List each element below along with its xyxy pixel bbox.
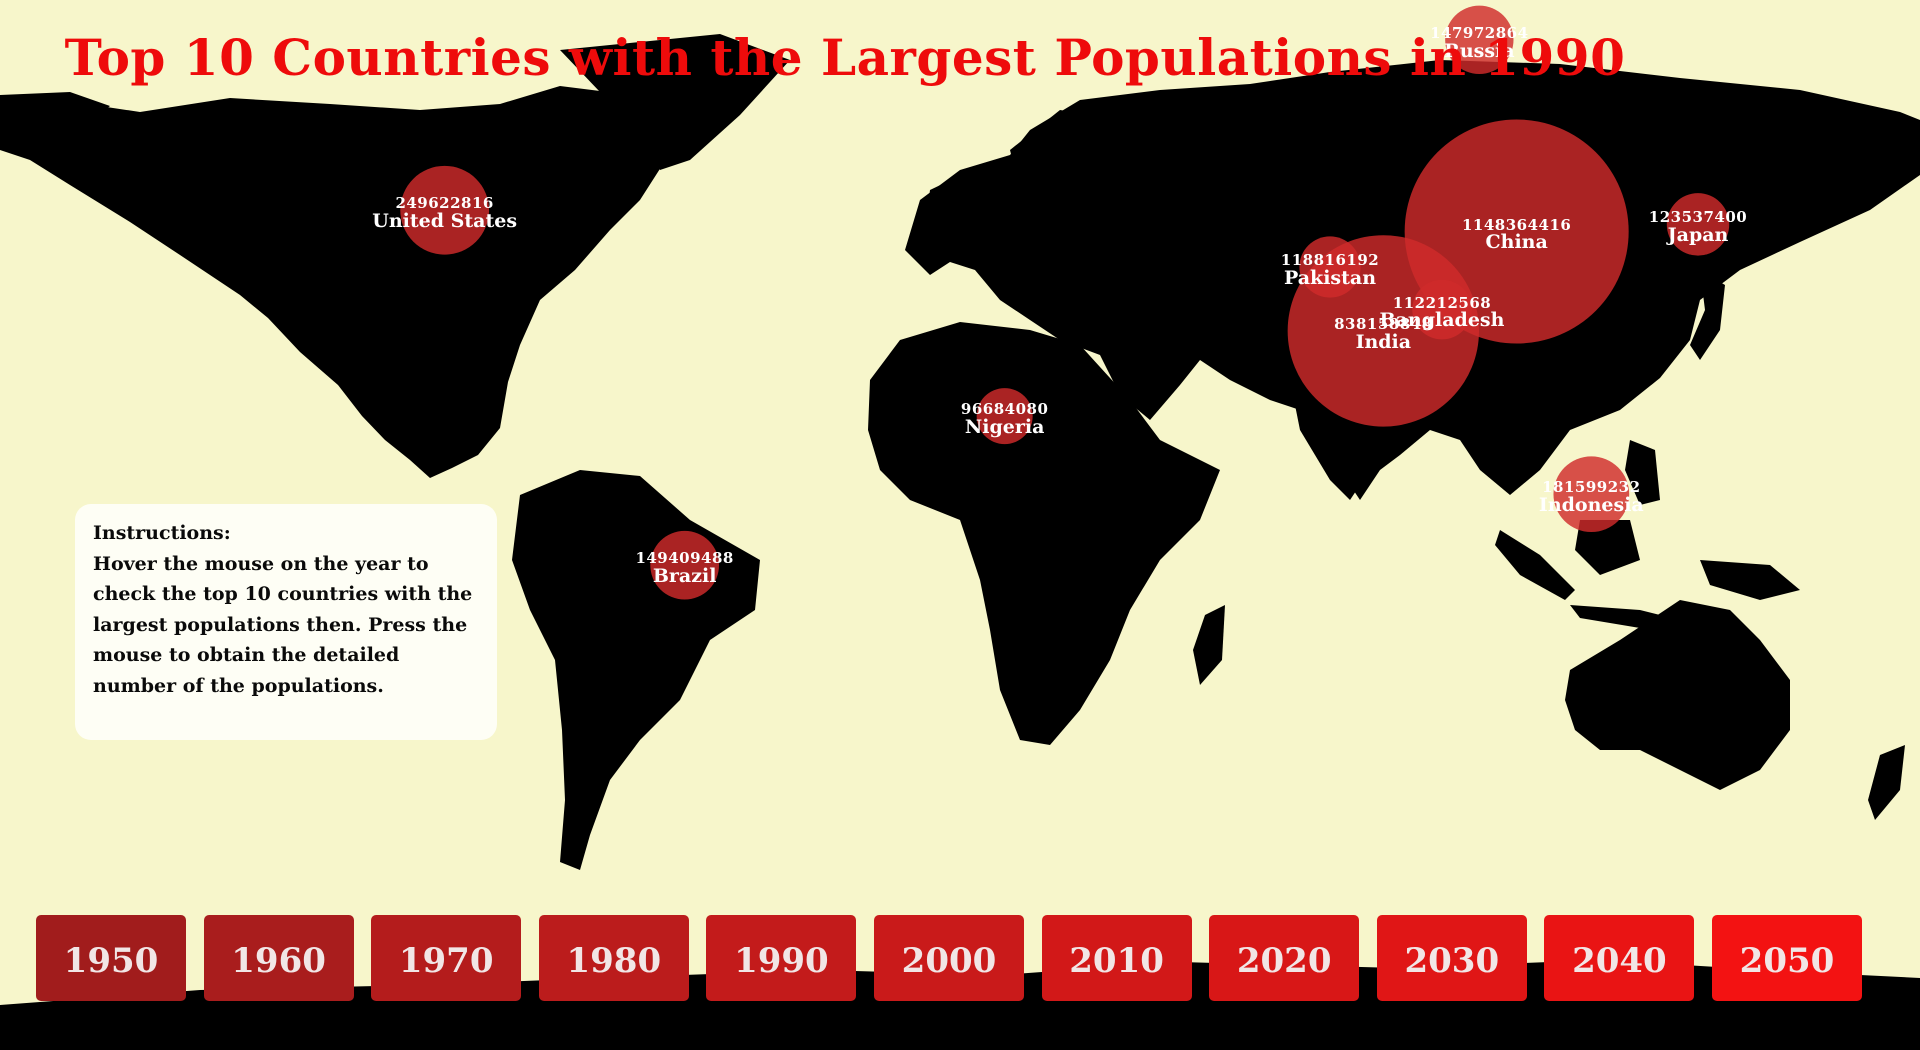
philippines-landmass bbox=[1625, 440, 1660, 505]
year-button-2030[interactable]: 2030 bbox=[1376, 915, 1527, 1001]
instructions-panel: Instructions: Hover the mouse on the yea… bbox=[75, 504, 497, 740]
japan-landmass bbox=[1690, 270, 1725, 360]
population-value: 249622816 bbox=[395, 194, 494, 213]
page-title: Top 10 Countries with the Largest Popula… bbox=[64, 28, 1626, 87]
new-guinea-landmass bbox=[1700, 560, 1800, 600]
year-button-1990[interactable]: 1990 bbox=[706, 915, 857, 1001]
population-value: 123537400 bbox=[1648, 208, 1748, 227]
year-button-1970[interactable]: 1970 bbox=[371, 915, 522, 1001]
year-button-2050[interactable]: 2050 bbox=[1712, 915, 1862, 1001]
bubble-label-russia: 147972864 Russia bbox=[1430, 23, 1529, 62]
country-name: China bbox=[1485, 231, 1548, 254]
uk-landmass bbox=[925, 178, 962, 240]
country-name: Russia bbox=[1444, 39, 1515, 62]
bubble-japan[interactable] bbox=[1666, 193, 1730, 256]
bubble-label-japan: 123537400 Japan bbox=[1649, 210, 1747, 246]
bubble-label-united-states: 249622816 United States bbox=[372, 194, 518, 232]
australia-landmass bbox=[1565, 600, 1790, 790]
country-name: Brazil bbox=[652, 564, 717, 587]
year-button-2010[interactable]: 2010 bbox=[1041, 915, 1192, 1001]
year-button-1950[interactable]: 1950 bbox=[36, 915, 186, 1001]
year-button-1980[interactable]: 1980 bbox=[538, 915, 689, 1001]
bubble-russia[interactable] bbox=[1445, 5, 1514, 74]
borneo-landmass bbox=[1575, 520, 1640, 575]
year-button-1960[interactable]: 1960 bbox=[203, 915, 354, 1001]
population-value: 1148364416 bbox=[1461, 215, 1572, 234]
population-value: 181599232 bbox=[1542, 478, 1641, 497]
country-name: Bangladesh bbox=[1379, 309, 1505, 332]
country-name: Japan bbox=[1667, 224, 1729, 247]
bubble-label-brazil: 149409488 Brazil bbox=[635, 549, 734, 587]
bubble-label-pakistan: 118816192 Pakistan bbox=[1280, 251, 1380, 289]
bubble-pakistan[interactable] bbox=[1299, 236, 1361, 298]
population-value: 96684080 bbox=[960, 400, 1049, 419]
north-america-landmass bbox=[0, 86, 690, 478]
country-name: Indonesia bbox=[1538, 493, 1644, 516]
instructions-text: Hover the mouse on the year to check the… bbox=[93, 552, 473, 697]
bubble-nigeria[interactable] bbox=[976, 388, 1033, 445]
bubble-label-china: 1148364416 China bbox=[1461, 215, 1572, 254]
year-button-2040[interactable]: 2040 bbox=[1544, 915, 1695, 1001]
instructions-heading: Instructions: bbox=[93, 522, 231, 544]
bubble-bangladesh[interactable] bbox=[1412, 279, 1472, 340]
bubble-brazil[interactable] bbox=[650, 530, 720, 600]
population-value: 149409488 bbox=[635, 549, 734, 568]
year-button-2020[interactable]: 2020 bbox=[1209, 915, 1360, 1001]
bubble-label-nigeria: 96684080 Nigeria bbox=[960, 400, 1049, 438]
new-zealand-landmass bbox=[1868, 745, 1905, 820]
bubble-label-indonesia: 181599232 Indonesia bbox=[1538, 478, 1644, 516]
scandinavia-landmass bbox=[1010, 110, 1110, 210]
year-selector: 1950 1960 1970 1980 1990 2000 2010 2020 2030 2040… bbox=[36, 915, 1864, 1001]
africa-landmass bbox=[868, 322, 1220, 745]
bubble-united-states[interactable] bbox=[400, 165, 490, 255]
bubble-label-bangladesh: 112212568 Bangladesh bbox=[1379, 293, 1505, 332]
country-name: Nigeria bbox=[964, 415, 1045, 438]
population-value: 118816192 bbox=[1280, 251, 1380, 269]
alaska-landmass bbox=[0, 92, 110, 135]
population-bubbles bbox=[400, 5, 1730, 600]
greenland-landmass bbox=[560, 34, 790, 170]
country-name: India bbox=[1355, 330, 1412, 353]
population-value: 112212568 bbox=[1392, 293, 1492, 312]
south-america-landmass bbox=[512, 470, 760, 870]
bubble-indonesia[interactable] bbox=[1553, 456, 1630, 533]
year-button-2000[interactable]: 2000 bbox=[874, 915, 1024, 1001]
madagascar-landmass bbox=[1193, 605, 1225, 685]
population-value: 838158848 bbox=[1334, 314, 1433, 333]
population-value: 147972864 bbox=[1430, 23, 1529, 42]
country-name: Pakistan bbox=[1283, 266, 1377, 289]
sumatra-landmass bbox=[1495, 530, 1575, 600]
bubble-label-india: 838158848 India bbox=[1334, 314, 1433, 353]
country-name: United States bbox=[372, 209, 518, 232]
